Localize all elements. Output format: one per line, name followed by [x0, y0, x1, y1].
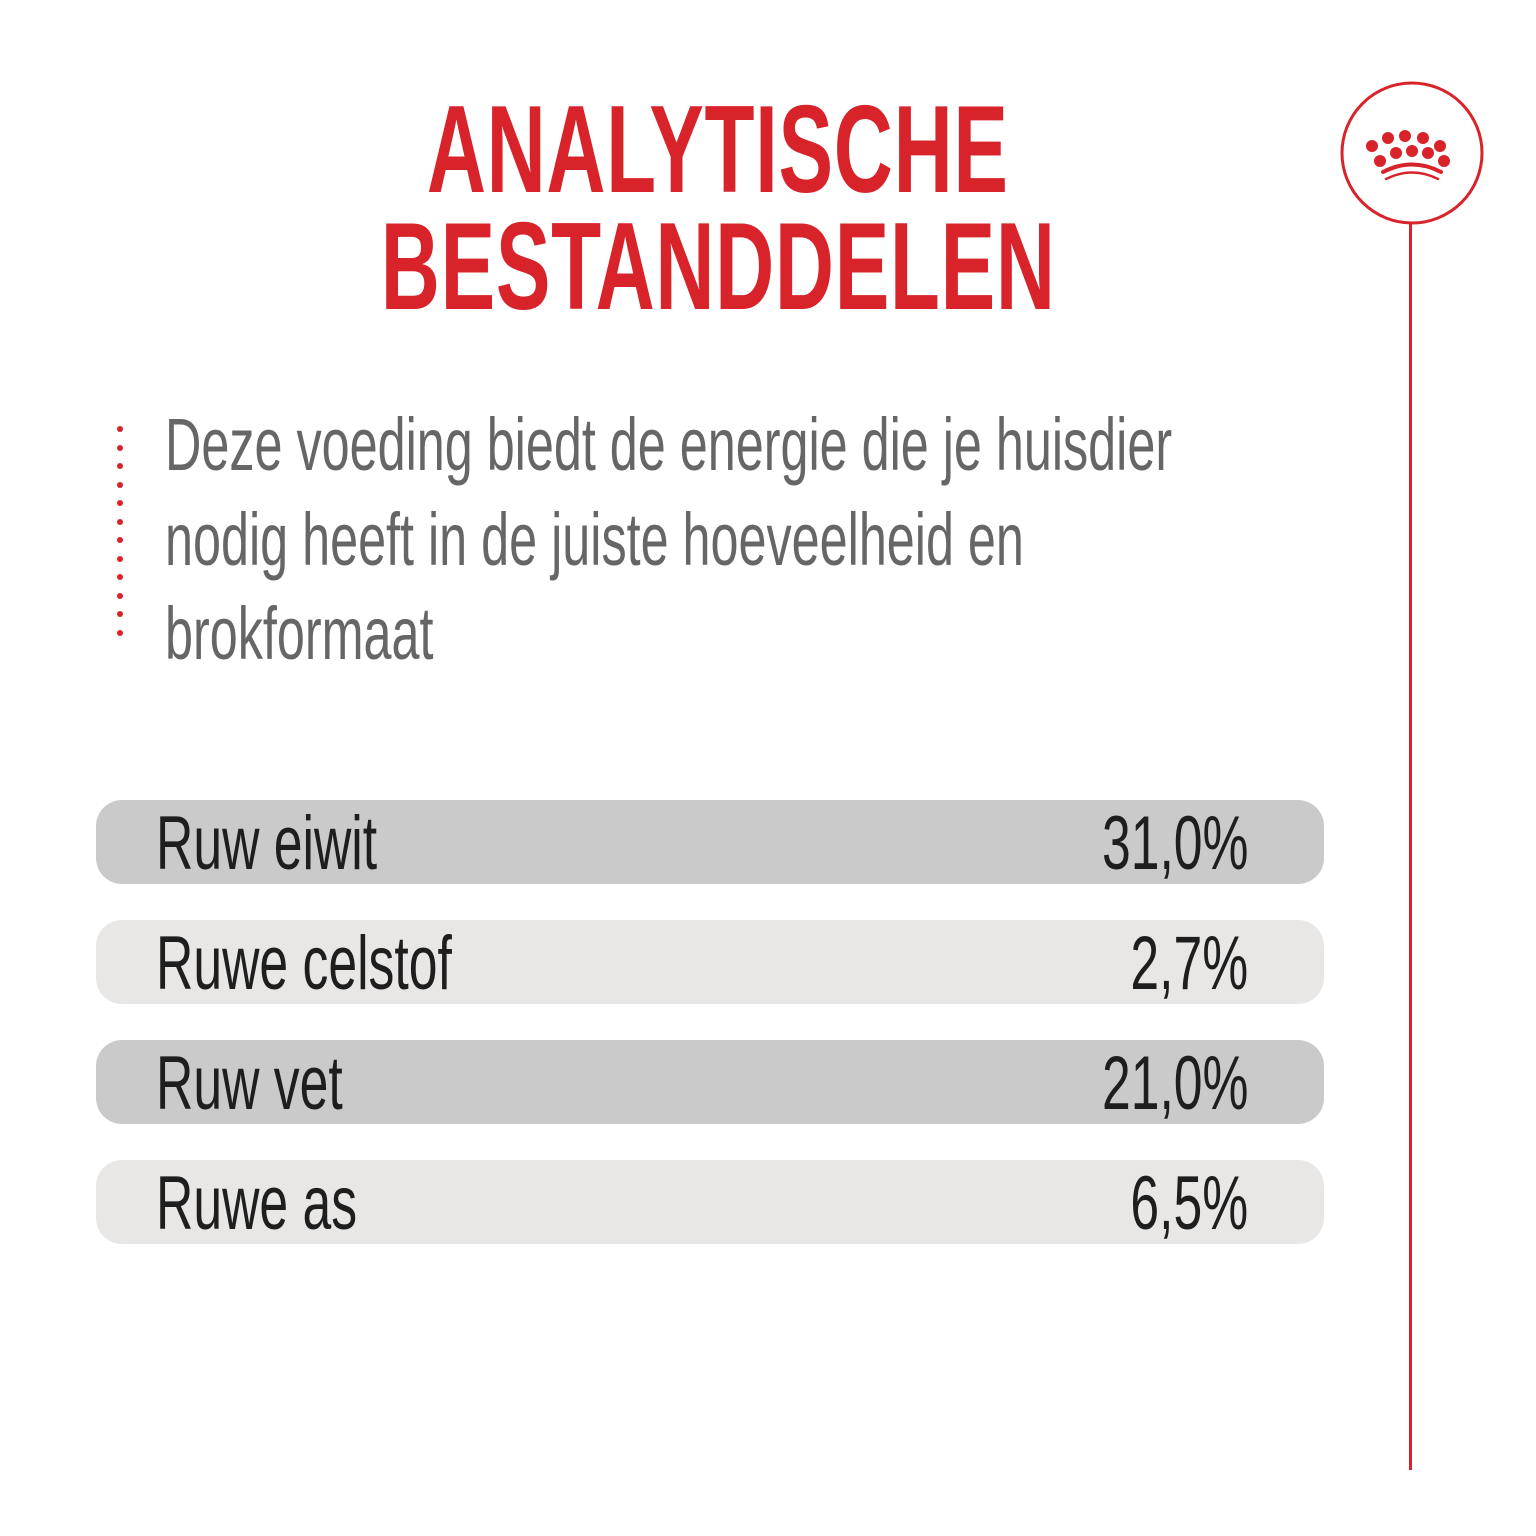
nutrient-row: Ruw vet 21,0% [96, 1040, 1324, 1124]
nutrient-value: 2,7% [1130, 921, 1248, 1006]
title-line-1: ANALYTISCHE [427, 81, 1009, 219]
nutrient-value: 21,0% [1101, 1041, 1248, 1126]
nutrient-label: Ruw eiwit [156, 801, 378, 886]
description-line: nodig heeft in de juiste hoeveelheid en [165, 498, 1024, 581]
dotted-divider [117, 426, 125, 648]
description-line: Deze voeding biedt de energie die je hui… [165, 403, 1173, 486]
title-line-2: BESTANDDELEN [380, 198, 1056, 336]
nutrient-value: 6,5% [1130, 1161, 1248, 1246]
nutrient-value: 31,0% [1101, 801, 1248, 886]
vertical-red-line [1409, 224, 1412, 1470]
nutrient-label: Ruwe as [156, 1161, 358, 1246]
nutrient-label: Ruwe celstof [156, 921, 452, 1006]
description-line: brokformaat [165, 592, 434, 675]
nutrient-row: Ruwe as 6,5% [96, 1160, 1324, 1244]
nutrient-row: Ruw eiwit 31,0% [96, 800, 1324, 884]
crown-icon [1340, 81, 1484, 225]
nutrient-row: Ruwe celstof 2,7% [96, 920, 1324, 1004]
nutrient-label: Ruw vet [156, 1041, 343, 1126]
